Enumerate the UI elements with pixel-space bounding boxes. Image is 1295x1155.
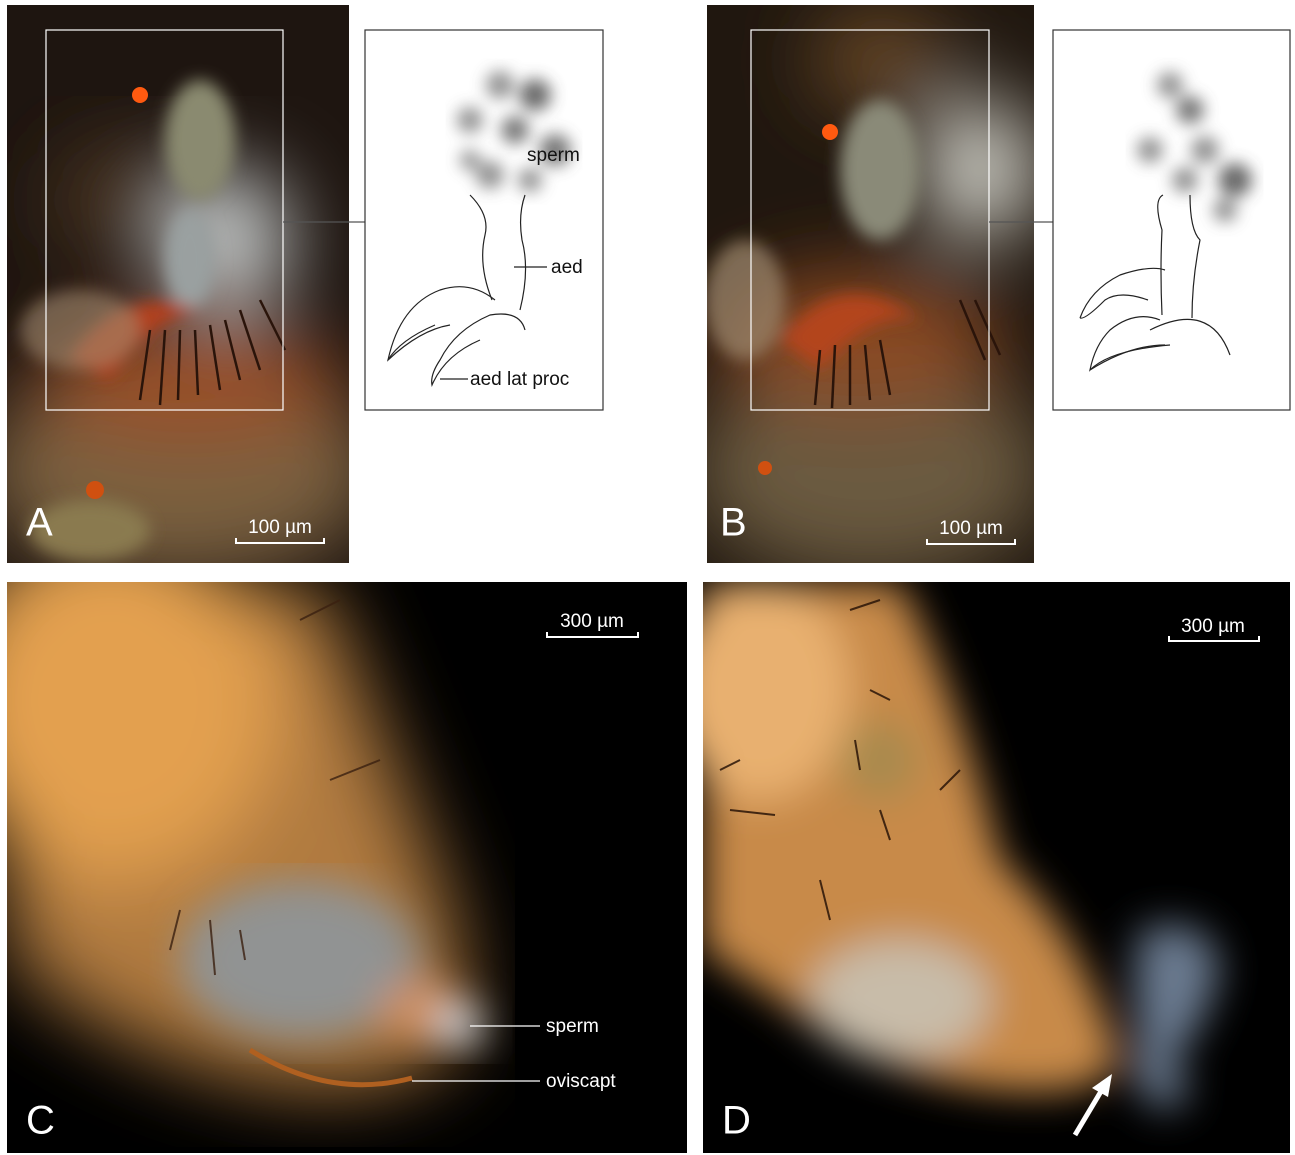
shape [1137, 137, 1163, 163]
scale-bar-label: 100 µm [248, 517, 312, 538]
scale-bar-label: 300 µm [1181, 616, 1245, 637]
panel-d-photo [670, 580, 1290, 1153]
scale-bar-label: 300 µm [560, 611, 624, 632]
shape [822, 124, 838, 140]
body: {"panels": [ {"letter": "A", "scale_bar"… [0, 0, 1295, 1155]
panel-letter: C [26, 1099, 55, 1143]
panel-a-photo [0, 5, 380, 580]
figure: sperm aed aed lat proc A 100 µm [0, 0, 1295, 1155]
shape [1176, 96, 1204, 124]
shape [810, 10, 950, 110]
label: aed [551, 257, 583, 278]
panel-b-drawing [1053, 30, 1290, 410]
shape [518, 168, 542, 192]
shape [1213, 198, 1237, 222]
shape [501, 116, 529, 144]
shape [132, 87, 148, 103]
shape [20, 290, 140, 370]
shape [840, 720, 920, 800]
shape [460, 150, 480, 170]
shape [365, 30, 603, 410]
panel-letter: D [722, 1099, 751, 1143]
shape [165, 80, 235, 200]
panel-a-drawing: sperm aed aed lat proc [365, 30, 603, 410]
shape [920, 100, 1040, 240]
shape [1218, 163, 1252, 197]
shape [457, 107, 483, 133]
shape [165, 210, 215, 310]
label: aed lat proc [470, 369, 569, 390]
panel-b-photo [690, 5, 1050, 580]
shape [86, 481, 104, 499]
shape [758, 461, 772, 475]
label: sperm [527, 145, 580, 166]
shape [438, 1003, 482, 1047]
shape [670, 580, 850, 800]
shape [1172, 167, 1198, 193]
page: Figure html, body { margin: 0; padding: … [0, 0, 1295, 1155]
shape [1191, 136, 1219, 164]
scale-bar-label: 100 µm [939, 518, 1003, 539]
shape [486, 71, 514, 99]
shape [476, 161, 504, 189]
shape [705, 240, 785, 360]
panel-letter: A [26, 501, 53, 545]
shape [810, 940, 990, 1060]
shape [519, 79, 551, 111]
label: sperm [546, 1016, 599, 1037]
shape [1157, 72, 1183, 98]
label: oviscapt [546, 1071, 616, 1092]
panel-letter: B [720, 501, 747, 545]
shape [840, 100, 920, 240]
